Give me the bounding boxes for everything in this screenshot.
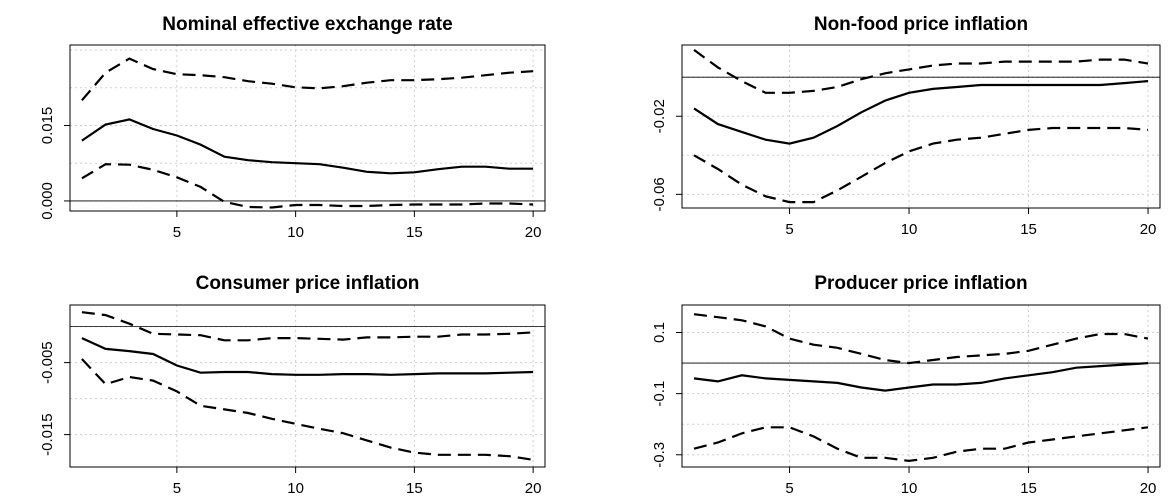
- lower-band-line: [693, 426, 1149, 463]
- x-tick-label: 10: [901, 221, 918, 238]
- response-line: [81, 118, 534, 175]
- panel-title: Nominal effective exchange rate: [162, 14, 452, 35]
- upper-band-line: [693, 313, 1149, 365]
- y-tick-label: -0.005: [39, 341, 56, 384]
- plot-frame: [69, 304, 546, 468]
- x-tick-label: 5: [173, 224, 181, 241]
- upper-band-line: [81, 311, 534, 342]
- x-tick-label: 15: [406, 480, 423, 497]
- plot-frame: [69, 44, 546, 212]
- panel-title: Consumer price inflation: [196, 273, 420, 294]
- response-line: [693, 80, 1149, 145]
- x-tick-label: 10: [287, 224, 304, 241]
- panel-cpi: Consumer price inflation 5 10 15 20 -0.015 -0.…: [39, 273, 546, 497]
- y-tick-label: 0.1: [651, 322, 668, 343]
- x-tick-label: 20: [1140, 480, 1157, 497]
- x-tick-label: 15: [1020, 480, 1037, 497]
- x-tick-label: 5: [173, 480, 181, 497]
- y-tick-label: -0.06: [651, 177, 668, 211]
- y-tick-label: -0.015: [39, 413, 56, 456]
- x-tick-label: 10: [287, 480, 304, 497]
- plot-frame: [681, 44, 1161, 209]
- y-tick-label: -0.02: [651, 99, 668, 133]
- response-line: [693, 362, 1149, 392]
- lower-band-line: [81, 163, 534, 209]
- x-tick-label: 20: [525, 480, 542, 497]
- x-tick-label: 10: [901, 480, 918, 497]
- plot-frame: [681, 304, 1161, 468]
- x-tick-label: 20: [1140, 221, 1157, 238]
- x-tick-label: 5: [785, 480, 793, 497]
- panel-ppi: Producer price inflation 5 10 15 20 -0.3 -0.1 0…: [651, 273, 1161, 497]
- panel-title: Non-food price inflation: [814, 14, 1028, 35]
- y-tick-label: -0.1: [651, 381, 668, 407]
- y-tick-label: 0.000: [39, 182, 56, 220]
- upper-band-line: [81, 57, 534, 102]
- panel-neer: Nominal effective exchange rate 5 10 15 20 0.…: [39, 14, 546, 241]
- x-tick-label: 5: [785, 221, 793, 238]
- response-line: [81, 337, 534, 376]
- x-tick-label: 20: [525, 224, 542, 241]
- panel-nonfood: Non-food price inflation 5 10 15 20 -0.06 -0.0…: [651, 14, 1161, 238]
- lower-band-line: [693, 126, 1149, 204]
- lower-band-line: [81, 358, 534, 461]
- panel-title: Producer price inflation: [814, 273, 1027, 294]
- y-tick-label: 0.015: [39, 107, 56, 145]
- x-tick-label: 15: [406, 224, 423, 241]
- y-tick-label: -0.3: [651, 442, 668, 468]
- upper-band-line: [693, 49, 1149, 94]
- x-tick-label: 15: [1020, 221, 1037, 238]
